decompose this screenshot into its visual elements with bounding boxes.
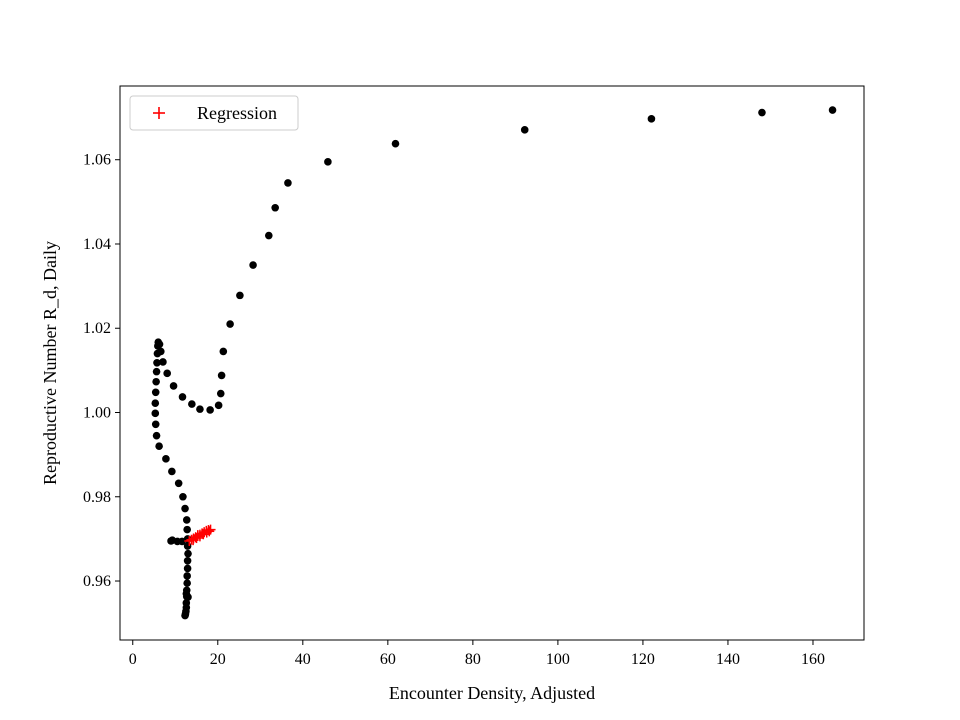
y-tick-label: 0.98 [83,489,111,506]
regression-point [192,530,203,541]
x-tick-label: 60 [380,651,396,668]
y-tick-label: 1.04 [83,236,111,253]
y-tick-label: 1.00 [83,405,111,422]
data-point [151,399,160,408]
y-tick-label: 1.06 [83,152,111,169]
data-point [196,405,204,413]
x-tick-label: 0 [129,651,137,668]
data-point [219,347,228,356]
data-point [169,382,178,390]
data-point [226,320,234,328]
data-point [183,564,192,573]
data-point [179,492,187,501]
data-point [758,108,766,117]
data-point [520,126,529,134]
data-point [214,401,223,410]
data-point [216,389,225,398]
data-point [236,291,244,300]
x-tick-label: 40 [295,651,311,668]
regression-point [201,527,212,538]
data-point [152,377,160,386]
data-point [206,406,214,414]
data-point [184,549,192,558]
data-point [183,525,191,534]
x-axis-label: Encounter Density, Adjusted [389,683,595,703]
data-point [154,342,162,350]
data-point [178,393,187,401]
data-point [183,572,191,580]
data-point [151,420,160,429]
plot-marks [151,106,837,620]
data-point [647,115,656,123]
data-point [188,400,196,408]
regression-point [197,528,208,539]
data-point [183,579,191,587]
data-point [181,611,189,620]
legend: Regression [129,95,299,131]
data-point [391,139,400,148]
data-point [183,556,192,565]
data-point [159,358,167,366]
x-tick-label: 20 [210,651,226,668]
x-tick-label: 140 [716,651,740,668]
x-tick-label: 80 [465,651,481,668]
data-point [184,593,192,601]
legend-entry-label: Regression [197,103,277,123]
regression-point [204,526,215,537]
data-point [152,431,161,440]
data-point [153,349,162,358]
data-point [284,179,292,187]
x-axis-ticks: 0 20 40 60 80 100 120 140 160 [129,640,825,668]
y-tick-label: 1.02 [83,320,111,337]
data-point [152,367,161,376]
data-point [151,388,160,397]
data-point [828,106,837,114]
data-point [182,516,191,524]
x-tick-label: 160 [801,651,825,668]
data-point [324,158,332,166]
data-point [181,504,189,513]
data-point [163,369,171,378]
data-point [167,537,175,545]
data-point [217,371,226,380]
y-axis-ticks: 0.96 0.98 1.00 1.02 1.04 1.06 [83,152,120,590]
data-point [265,231,273,240]
data-point [174,479,183,488]
y-axis-label: Reproductive Number R_d, Daily [40,241,60,485]
x-tick-label: 120 [631,651,655,668]
data-point [153,358,161,367]
legend-plus-marker [153,107,165,119]
data-point [249,261,257,269]
data-point [271,203,279,212]
x-tick-label: 100 [546,651,570,668]
y-tick-label: 0.96 [83,573,111,590]
plot-area-frame [119,85,865,641]
data-point [155,442,163,451]
data-point [168,467,176,476]
data-point [151,409,160,418]
legend-box [129,95,299,131]
data-point [162,455,170,463]
